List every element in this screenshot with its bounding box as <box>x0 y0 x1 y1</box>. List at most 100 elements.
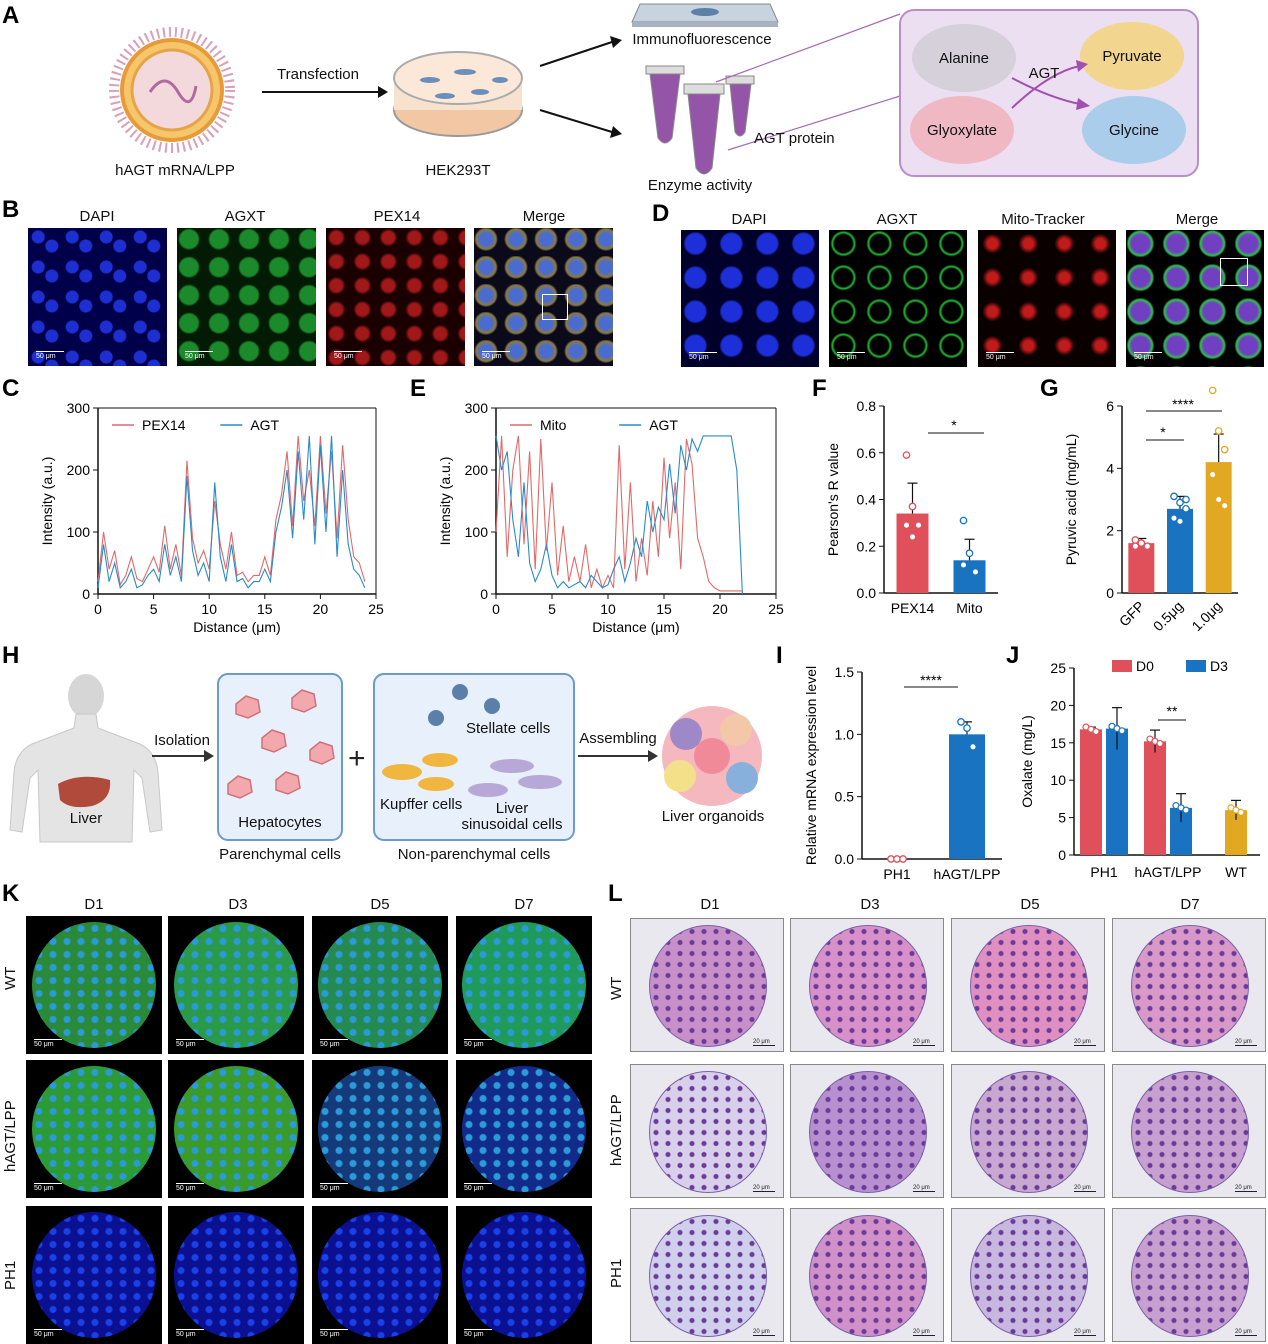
data-point <box>1176 498 1184 507</box>
d-col-label: Merge <box>1175 211 1219 228</box>
panel-label-h: H <box>2 642 20 669</box>
scale-bar: 50 μm <box>320 1329 348 1338</box>
b-col-label: DAPI <box>79 208 115 225</box>
organoid-section <box>649 1215 767 1337</box>
legend-label: Mito <box>540 417 567 433</box>
k-day-label: D5 <box>370 896 390 913</box>
agt-protein-label: AGT protein <box>754 130 835 147</box>
l-row-label: PH1 <box>608 1258 625 1288</box>
panel-label-a: A <box>2 2 20 29</box>
data-point <box>1208 470 1217 479</box>
data-point <box>959 561 968 569</box>
k-organoid-image: 50 μm <box>456 1206 592 1344</box>
x-tick-label: 15 <box>257 601 273 617</box>
scale-bar: 50 μm <box>464 1183 492 1192</box>
y-tick-label: 100 <box>67 524 91 540</box>
x-tick-label: 15 <box>656 601 672 617</box>
scale-bar: 20 μm <box>753 1185 775 1192</box>
k-organoid-image: 50 μm <box>26 916 162 1054</box>
data-point <box>908 533 917 541</box>
data-point <box>971 568 980 576</box>
d-col-label: DAPI <box>731 211 767 228</box>
x-tick-label: 0 <box>492 601 500 617</box>
organoid-section <box>809 1215 927 1337</box>
x-tick-label: hAGT/LPP <box>934 866 1001 882</box>
l-he-image: 20 μm <box>630 1208 784 1342</box>
sig-label: * <box>951 417 957 433</box>
organoid-section <box>649 1071 767 1193</box>
data-point <box>902 451 911 459</box>
b-agxt-image: 50 μm <box>177 228 316 366</box>
x-tick-label: WT <box>1225 864 1247 880</box>
bar <box>1225 810 1247 855</box>
x-tick-label: 10 <box>201 601 217 617</box>
panel-label-g: G <box>1040 375 1059 402</box>
organoid-sphere <box>32 922 156 1048</box>
enzyme-activity-label: Enzyme activity <box>647 177 753 194</box>
data-point <box>1182 806 1190 814</box>
y-tick-label: 0.6 <box>857 445 877 461</box>
x-tick-label: 25 <box>768 601 784 617</box>
organoids-label: Liver organoids <box>661 808 765 825</box>
organoid-section <box>1131 925 1249 1047</box>
k-organoid-image: 50 μm <box>26 1206 162 1344</box>
roi-box <box>1220 258 1248 286</box>
hepatocytes-label: Hepatocytes <box>238 814 322 831</box>
panel-label-k: K <box>2 880 20 907</box>
bar <box>1170 807 1192 855</box>
data-point <box>965 549 974 558</box>
y-tick-label: 0 <box>480 586 488 602</box>
test-tubes-icon <box>645 65 755 175</box>
scale-bar: 50 μm <box>464 1329 492 1338</box>
data-point <box>1214 427 1223 435</box>
y-tick-label: 100 <box>465 524 489 540</box>
scale-bar: 50 μm <box>689 352 717 361</box>
organoid-section <box>970 925 1088 1047</box>
k-organoid-image: 50 μm <box>168 916 304 1054</box>
y-axis-label: Pearson's R value <box>825 443 841 556</box>
scale-bar: 20 μm <box>753 1039 775 1046</box>
x-tick-label: 1.0μg <box>1188 598 1224 634</box>
x-axis-label: Distance (μm) <box>592 619 679 635</box>
legend-label: PEX14 <box>142 417 186 433</box>
d-col-label: AGXT <box>876 211 918 228</box>
scale-bar: 50 μm <box>1134 352 1162 361</box>
microscope-slide-icon <box>631 3 779 27</box>
scale-bar: 20 μm <box>1235 1185 1257 1192</box>
bar <box>953 560 986 593</box>
scale-bar: 20 μm <box>1074 1329 1096 1336</box>
legend-swatch <box>1186 660 1206 672</box>
svg-text:+: + <box>348 742 366 775</box>
organoid-sphere <box>462 1212 586 1338</box>
data-point <box>908 502 917 511</box>
organoid-section <box>970 1215 1088 1337</box>
b-merge-image: 50 μm <box>474 228 613 366</box>
series-line-agt <box>495 435 743 595</box>
lnp-label: hAGT mRNA/LPP <box>115 162 235 179</box>
y-axis-label: Intensity (a.u.) <box>39 457 55 546</box>
b-col-label: PEX14 <box>373 208 421 225</box>
y-tick-label: 25 <box>1050 660 1066 676</box>
l-day-label: D5 <box>1020 896 1040 913</box>
nonparenchymal-label: Non-parenchymal cells <box>397 846 551 863</box>
data-point <box>1220 501 1229 510</box>
bar <box>1128 543 1155 593</box>
bar <box>896 513 929 593</box>
scale-bar: 20 μm <box>1235 1329 1257 1336</box>
y-tick-label: 300 <box>67 400 91 416</box>
stellate-cells-icon <box>428 684 500 726</box>
k-day-label: D3 <box>228 896 248 913</box>
pyruvate-label: Pyruvate <box>1102 48 1162 65</box>
organoid-sphere <box>174 1212 298 1338</box>
bar <box>1080 729 1102 855</box>
sig-label: **** <box>920 672 942 688</box>
k-organoid-image: 50 μm <box>312 916 448 1054</box>
data-point <box>1220 445 1229 454</box>
panel-label-b: B <box>2 196 20 223</box>
series-line-pex14 <box>97 435 366 587</box>
bar <box>1205 462 1232 593</box>
k-organoid-image: 50 μm <box>312 1206 448 1344</box>
data-point <box>1170 492 1178 501</box>
scale-bar: 20 μm <box>753 1329 775 1336</box>
organoid-sphere <box>318 1212 442 1338</box>
